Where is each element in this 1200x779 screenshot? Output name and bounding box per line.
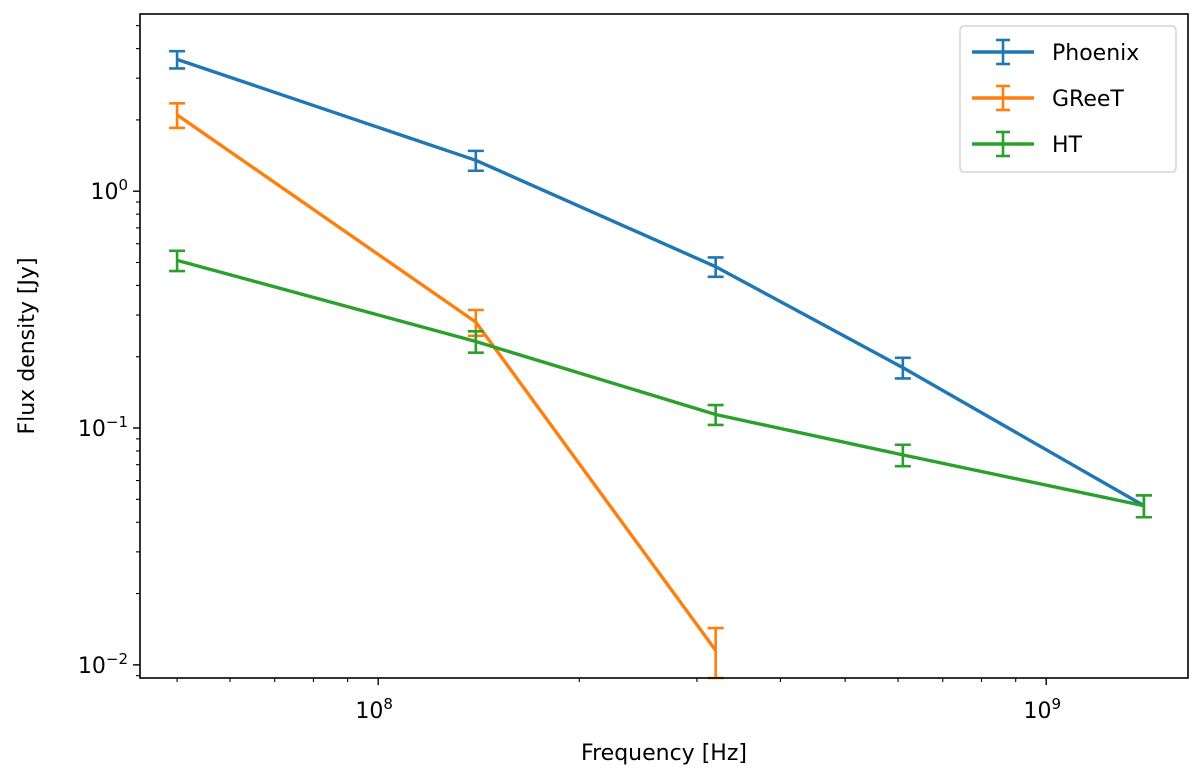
legend-label: HT — [1052, 133, 1083, 158]
legend-item-ht: HT — [972, 130, 1083, 158]
legend-box — [959, 25, 1177, 173]
error-bar — [1135, 493, 1152, 519]
x-tick-label-base: 10 — [355, 699, 383, 724]
plot-frame — [139, 13, 1189, 679]
series-ht — [169, 249, 1152, 519]
error-bar — [169, 249, 186, 273]
y-axis-label: Flux density [Jy] — [15, 257, 40, 434]
x-tick-label: 108 — [355, 695, 393, 724]
legend-label: GReeT — [1052, 87, 1124, 112]
x-axis: 108 109 — [176, 678, 1061, 724]
x-tick-label: 109 — [1023, 695, 1061, 724]
series-layer — [169, 49, 1152, 680]
y-tick-label-base: 10 — [90, 180, 118, 205]
y-tick-label-exp: 0 — [118, 176, 128, 194]
y-tick-label-base: 10 — [78, 654, 106, 679]
y-tick-label-exp: −2 — [106, 650, 128, 668]
y-tick-label: 10−2 — [78, 650, 128, 679]
error-bar — [169, 102, 186, 130]
y-tick-label-base: 10 — [78, 417, 106, 442]
legend-item-greet: GReeT — [972, 84, 1124, 112]
x-axis-label: Frequency [Hz] — [581, 741, 747, 766]
series-line — [176, 258, 1145, 508]
error-bar — [894, 356, 911, 380]
legend-label: Phoenix — [1052, 41, 1139, 66]
error-bar — [467, 149, 484, 173]
x-tick-label-exp: 9 — [1051, 695, 1061, 713]
series-greet — [169, 102, 724, 680]
error-bar — [894, 443, 911, 468]
error-bar — [707, 256, 724, 279]
legend-item-phoenix: Phoenix — [972, 38, 1139, 66]
y-tick-label-exp: −1 — [106, 413, 128, 431]
error-bar — [707, 626, 724, 680]
legend: Phoenix GReeT HT — [959, 25, 1177, 173]
y-tick-label: 100 — [90, 176, 128, 205]
error-bar — [707, 403, 724, 427]
x-tick-label-exp: 8 — [383, 695, 393, 713]
y-tick-label: 10−1 — [78, 413, 128, 442]
x-tick-label-base: 10 — [1023, 699, 1051, 724]
error-bar — [169, 49, 186, 70]
series-line — [176, 113, 718, 652]
error-bar — [467, 330, 484, 354]
